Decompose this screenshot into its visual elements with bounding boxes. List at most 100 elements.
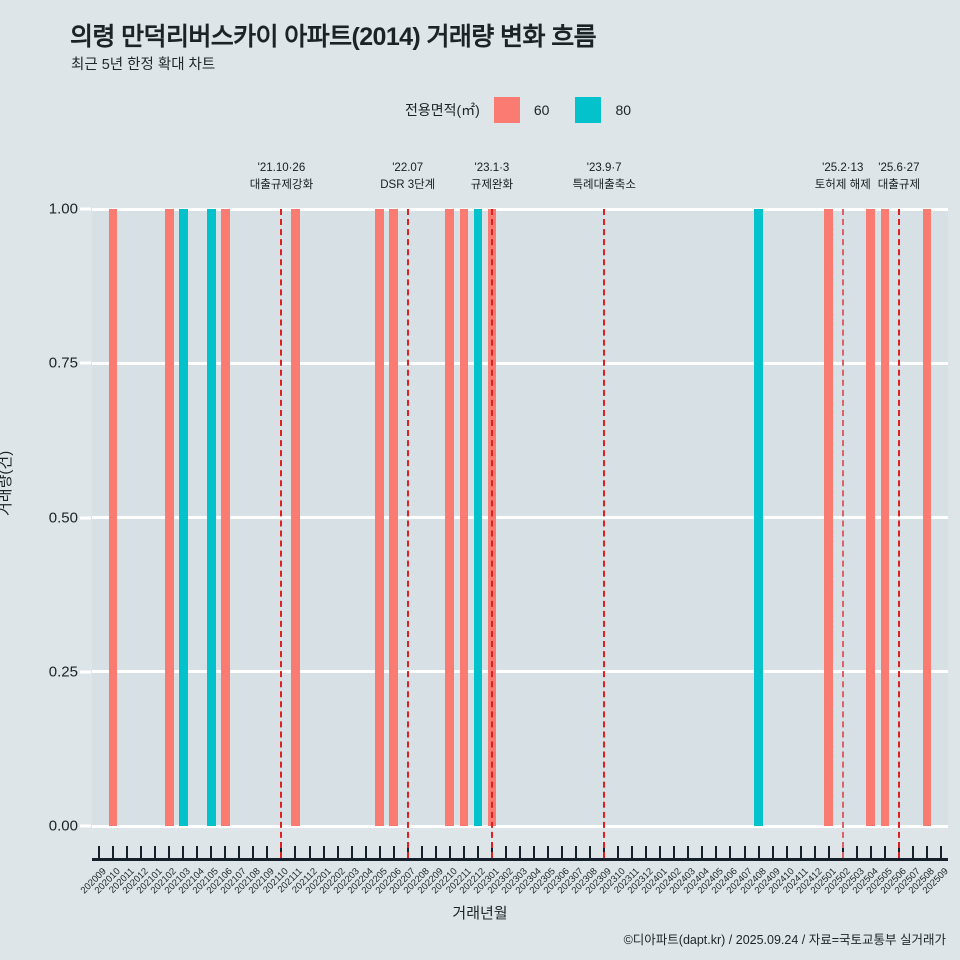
- x-tick-mark: [364, 846, 367, 859]
- bar-202103-80[interactable]: [178, 209, 188, 826]
- x-tick-mark: [575, 846, 578, 859]
- x-tick-mark: [168, 846, 171, 859]
- y-axis-title: 거래량(건): [0, 450, 14, 516]
- legend-label-60: 60: [533, 102, 550, 118]
- y-tick-label: 1.00: [48, 200, 78, 218]
- x-tick-mark: [476, 846, 479, 859]
- x-tick-mark: [939, 846, 942, 859]
- x-tick-mark: [547, 846, 550, 859]
- x-tick-mark: [378, 846, 381, 859]
- page-title: 의령 만덕리버스카이 아파트(2014) 거래량 변화 흐름: [70, 23, 597, 51]
- x-tick-mark: [266, 846, 269, 859]
- x-tick-mark: [504, 846, 507, 859]
- y-tick-label: 0.25: [48, 663, 78, 681]
- y-tick-label: 0.00: [48, 817, 78, 835]
- footer-credit: ©디아파트(dapt.kr) / 2025.09.24 / 자료=국토교통부 실…: [623, 933, 946, 947]
- x-tick-mark: [420, 846, 423, 859]
- event-label-202301: '23.1·3 규제완화: [471, 160, 513, 193]
- event-line-202502: [841, 209, 844, 858]
- x-tick-mark: [126, 846, 129, 859]
- event-label-202110: '21.10·26 대출규제강화: [250, 160, 313, 193]
- x-tick-mark: [533, 846, 536, 859]
- page-subtitle: 최근 5년 한정 확대 차트: [71, 57, 216, 73]
- bar-202106-60[interactable]: [220, 209, 230, 826]
- x-tick-mark: [925, 846, 928, 859]
- event-name: DSR 3단계: [380, 178, 436, 191]
- bar-202501-60[interactable]: [824, 209, 834, 826]
- x-tick-mark: [883, 846, 886, 859]
- bar-202212-80[interactable]: [473, 209, 483, 826]
- y-tick-mark: [80, 824, 91, 828]
- bar-202010-60[interactable]: [108, 209, 118, 826]
- x-tick-mark: [799, 846, 802, 859]
- x-axis-title: 거래년월: [452, 905, 508, 922]
- y-tick-mark: [80, 207, 91, 211]
- x-tick-mark: [112, 846, 115, 859]
- x-tick-mark: [210, 846, 213, 859]
- bar-202211-60[interactable]: [459, 209, 469, 826]
- bar-202206-60[interactable]: [389, 209, 399, 826]
- legend: 전용면적(㎡) 60 80: [405, 97, 657, 123]
- x-tick-mark: [238, 846, 241, 859]
- x-tick-mark: [855, 846, 858, 859]
- bar-202205-60[interactable]: [375, 209, 384, 826]
- bar-202102-60[interactable]: [164, 209, 174, 826]
- x-tick-mark: [462, 846, 465, 859]
- bar-202508-60[interactable]: [922, 209, 932, 826]
- legend-swatch-60[interactable]: [493, 97, 520, 123]
- x-tick-mark: [687, 846, 690, 859]
- x-tick-mark: [743, 846, 746, 859]
- x-tick-mark: [869, 846, 872, 859]
- y-tick-mark: [80, 361, 91, 365]
- x-tick-mark: [827, 846, 830, 859]
- x-tick-mark: [140, 846, 143, 859]
- gridline: [92, 361, 948, 365]
- x-tick-mark: [729, 846, 732, 859]
- y-tick-mark: [80, 670, 91, 674]
- bar-202105-80[interactable]: [206, 209, 216, 826]
- event-line-202506: [897, 209, 900, 858]
- x-tick-mark: [154, 846, 157, 859]
- x-tick-mark: [308, 846, 311, 859]
- x-tick-mark: [519, 846, 521, 859]
- y-tick-label: 0.50: [48, 509, 78, 526]
- event-label-202506: '25.6·27 대출규제: [878, 160, 920, 193]
- x-tick-mark: [659, 846, 662, 859]
- x-axis-line: [92, 858, 948, 861]
- x-tick-mark: [589, 846, 592, 859]
- y-axis-labels: 0.00 0.25 0.50 0.75 1.00: [0, 0, 78, 960]
- event-date: '23.9·7: [586, 162, 622, 174]
- x-tick-mark: [617, 846, 620, 859]
- x-tick-mark: [350, 846, 353, 859]
- event-name: 대출규제: [877, 178, 921, 191]
- event-label-202502: '25.2·13 토허제 해제: [815, 160, 871, 193]
- bar-202408-80[interactable]: [754, 209, 763, 826]
- legend-swatch-80[interactable]: [575, 97, 602, 123]
- x-tick-mark: [813, 846, 816, 859]
- bar-202111-60[interactable]: [291, 209, 300, 826]
- x-tick-mark: [785, 846, 788, 859]
- bar-202504-60[interactable]: [866, 209, 876, 826]
- x-tick-mark: [182, 846, 185, 859]
- x-tick-mark: [911, 846, 914, 859]
- event-date: '21.10·26: [257, 162, 306, 174]
- x-tick-mark: [673, 846, 676, 859]
- event-name: 대출규제강화: [249, 178, 314, 191]
- gridline: [92, 824, 948, 828]
- bar-202210-60[interactable]: [445, 209, 455, 826]
- y-tick-mark: [80, 516, 91, 519]
- x-tick-mark: [757, 846, 760, 859]
- event-line-202301: [490, 209, 493, 858]
- event-label-202309: '23.9·7 특례대출축소: [572, 160, 635, 193]
- y-tick-label: 0.75: [48, 354, 78, 372]
- x-tick-mark: [224, 846, 227, 859]
- x-tick-mark: [336, 846, 339, 859]
- event-line-202207: [406, 209, 409, 858]
- bar-202505-60[interactable]: [880, 209, 890, 826]
- event-name: 토허제 해제: [814, 178, 871, 191]
- plot-area: [92, 207, 948, 828]
- x-tick-mark: [294, 846, 297, 859]
- x-tick-mark: [322, 846, 325, 859]
- gridline: [92, 670, 948, 674]
